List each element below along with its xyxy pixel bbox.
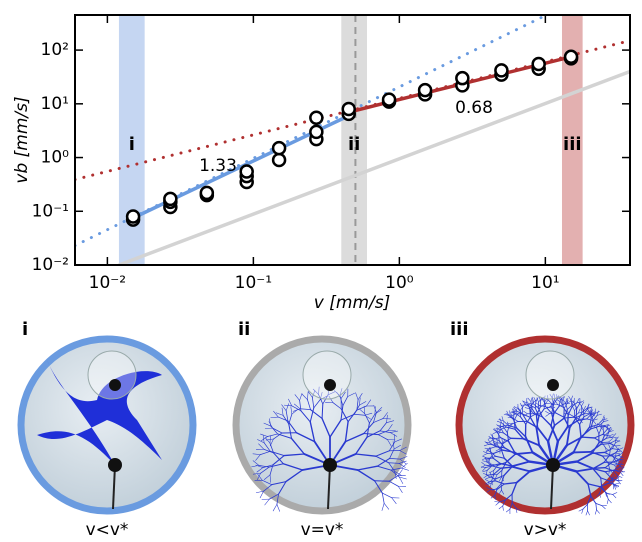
- data-point: [241, 165, 253, 177]
- data-point: [127, 210, 139, 222]
- finger: [382, 503, 384, 510]
- x-tick-label: 10¹: [531, 273, 559, 293]
- panels: i v<v* ii v=v* iii v>v*: [21, 319, 631, 540]
- finger: [596, 503, 597, 509]
- bubble: [303, 351, 351, 399]
- finger: [602, 506, 605, 509]
- data-point: [495, 64, 507, 76]
- panel-caption: v<v*: [86, 520, 129, 540]
- data-point: [164, 193, 176, 205]
- data-point: [310, 126, 322, 138]
- panel-label: ii: [238, 319, 250, 340]
- finger: [322, 404, 323, 418]
- data-point: [201, 187, 213, 199]
- finger: [607, 499, 608, 503]
- finger: [608, 499, 611, 502]
- finger: [573, 452, 590, 453]
- x-axis-label: v [mm/s]: [314, 293, 390, 313]
- finger: [503, 506, 504, 511]
- panel-label: iii: [450, 319, 469, 340]
- finger: [256, 491, 263, 493]
- finger: [495, 502, 500, 503]
- finger: [588, 511, 590, 515]
- finger: [576, 409, 577, 418]
- data-point: [273, 142, 285, 154]
- inlet: [323, 458, 337, 472]
- finger: [597, 510, 600, 514]
- bubble: [88, 351, 136, 399]
- finger: [382, 493, 391, 498]
- outlet: [547, 379, 559, 391]
- finger: [389, 481, 398, 486]
- fit-line: [119, 71, 630, 265]
- finger: [613, 493, 617, 495]
- finger: [499, 506, 503, 509]
- finger: [384, 503, 389, 509]
- panel-caption: v=v*: [301, 520, 344, 540]
- panel-label: i: [22, 319, 28, 340]
- finger: [277, 504, 280, 511]
- panel-caption: v>v*: [524, 520, 567, 540]
- data-point: [310, 112, 322, 124]
- finger: [615, 483, 619, 484]
- y-axis-label: vb [mm/s]: [12, 96, 32, 183]
- inlet: [108, 458, 122, 472]
- finger: [273, 504, 277, 511]
- finger: [506, 509, 510, 512]
- region-label: ii: [348, 134, 360, 155]
- inlet: [546, 458, 560, 472]
- finger: [620, 472, 623, 476]
- x-tick-label: 10⁰: [385, 273, 414, 293]
- y-tick-label: 10⁻²: [32, 255, 69, 275]
- finger: [496, 502, 499, 505]
- outlet: [324, 379, 336, 391]
- finger: [392, 498, 397, 504]
- finger: [613, 494, 616, 497]
- y-tick-label: 10⁰: [41, 148, 70, 168]
- x-tick-label: 10⁻²: [89, 273, 126, 293]
- x-tick-label: 10⁻¹: [235, 273, 272, 293]
- data-point: [565, 51, 577, 63]
- data-point: [343, 103, 355, 115]
- finger: [586, 511, 588, 515]
- finger: [382, 493, 384, 503]
- data-point: [456, 72, 468, 84]
- finger: [398, 486, 402, 492]
- data-point: [419, 84, 431, 96]
- outlet: [109, 379, 121, 391]
- finger: [564, 417, 573, 418]
- slope-label: 1.33: [199, 156, 237, 176]
- y-tick-label: 10²: [41, 40, 69, 60]
- finger: [595, 510, 596, 514]
- data-point: [273, 154, 285, 166]
- finger: [582, 437, 594, 438]
- data-point: [533, 58, 545, 70]
- finger: [265, 499, 270, 505]
- region-label: i: [129, 134, 135, 155]
- finger: [402, 468, 409, 470]
- y-tick-label: 10¹: [41, 94, 69, 114]
- y-tick-label: 10⁻¹: [32, 201, 69, 221]
- bubble: [526, 351, 574, 399]
- finger: [260, 491, 263, 498]
- finger: [596, 503, 602, 505]
- figure: v [mm/s] vb [mm/s] iv<v*iiv=v*iiiv>v* ii…: [0, 0, 642, 542]
- slope-label: 0.68: [455, 98, 493, 118]
- data-point: [383, 94, 395, 106]
- region-label: iii: [563, 134, 582, 155]
- finger: [592, 452, 604, 453]
